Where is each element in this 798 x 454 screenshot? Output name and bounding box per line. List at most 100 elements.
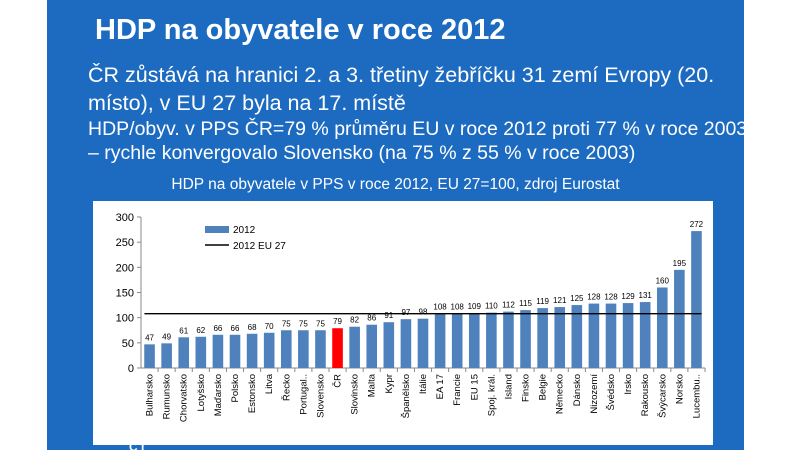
data-label: 131 (639, 291, 653, 300)
bar (349, 326, 360, 368)
data-label: 75 (282, 319, 291, 328)
data-label: 109 (468, 302, 482, 311)
bar (263, 332, 275, 368)
legend-swatch-2012 (205, 226, 229, 233)
slide-title: HDP na obyvatele v roce 2012 (95, 14, 506, 46)
bar (229, 334, 241, 368)
bar (178, 337, 190, 368)
x-tick-label: Rumunsko (162, 374, 173, 419)
x-tick-label: Rakousko (640, 374, 651, 416)
bar (332, 328, 343, 368)
x-tick-label: Chorvatsko (179, 374, 190, 422)
x-tick-label: EA 17 (435, 374, 446, 399)
bar (622, 303, 634, 368)
bar (588, 303, 600, 368)
x-tick-label: Švédsko (606, 374, 617, 410)
data-label: 70 (265, 322, 274, 331)
x-tick-label: Lotyšsko (196, 374, 207, 412)
x-tick-label: Portugal.. (298, 374, 309, 415)
bar (434, 313, 446, 368)
y-tick-label: 0 (128, 363, 134, 375)
x-tick-label: Maďarsko (213, 374, 224, 416)
bar (605, 303, 617, 368)
data-label: 62 (196, 326, 205, 335)
x-tick-label: Německo (555, 374, 566, 414)
bar (486, 312, 497, 368)
bar (400, 319, 412, 368)
bar (537, 308, 548, 368)
bar (212, 334, 224, 368)
body-line-ranking: ČR zůstává na hranici 2. a 3. třetiny že… (88, 63, 715, 115)
x-tick-label: ČR (333, 374, 344, 388)
chart-title: HDP na obyvatele v PPS v roce 2012, EU 2… (171, 176, 620, 193)
bar (451, 313, 463, 368)
bar (144, 344, 155, 368)
slide-background: HDP na obyvatele v roce 2012 ČR zůstává … (47, 0, 747, 454)
x-tick-label: Norsko (674, 374, 685, 404)
data-label: 128 (604, 293, 618, 302)
y-tick-label: 100 (116, 313, 134, 325)
data-label: 97 (401, 308, 410, 317)
bar (571, 305, 583, 368)
data-label: 115 (519, 299, 532, 308)
bar (366, 324, 378, 368)
data-label: 91 (384, 311, 393, 320)
x-tick-label: Spoj. král. (486, 374, 497, 416)
bar (246, 333, 258, 368)
x-tick-label: Bulharsko (145, 374, 156, 416)
x-tick-label: Irsko (623, 374, 634, 395)
x-tick-label: Lucembu.. (691, 374, 702, 418)
chart-area: 0 50 100 150 200 250 300 47 Bulharsko 49 Rumunsko 6… (93, 201, 713, 445)
data-label: 98 (419, 308, 428, 317)
bar (656, 287, 668, 368)
data-label: 128 (587, 293, 601, 302)
x-tick-label: Itálie (418, 374, 429, 394)
y-tick-label: 50 (122, 338, 134, 350)
data-label: 47 (145, 333, 154, 342)
body-line-pps: HDP/obyv. v PPS ČR=79 % průměru EU v roc… (88, 118, 748, 164)
x-tick-label: Nizozemí (589, 374, 600, 414)
data-label: 75 (299, 319, 308, 328)
bar (674, 269, 685, 368)
data-label: 49 (162, 332, 171, 341)
bar (315, 330, 326, 368)
data-label: 160 (656, 276, 670, 285)
x-tick-label: EU 15 (469, 374, 480, 400)
x-tick-label: Island (503, 374, 514, 399)
y-tick-label: 300 (116, 212, 134, 224)
bar (520, 310, 531, 368)
data-label: 61 (179, 326, 188, 335)
data-label: 272 (690, 220, 704, 229)
slide-body: ČR zůstává na hranici 2. a 3. třetiny že… (88, 61, 748, 165)
x-tick-label: Slovensko (315, 374, 326, 418)
x-tick-label: Řecko (281, 374, 292, 401)
bar (639, 302, 651, 368)
data-label: 108 (451, 303, 465, 312)
x-tick-label: Slovinsko (350, 374, 361, 415)
y-tick-label: 150 (116, 288, 134, 300)
x-tick-label: Kypr (384, 374, 395, 394)
x-tick-label: Belgie (538, 374, 549, 400)
x-tick-label: Estonsko (247, 374, 258, 413)
y-tick-label: 250 (116, 237, 134, 249)
x-tick-label: Dánsko (572, 374, 583, 406)
data-label: 119 (536, 297, 549, 306)
data-label: 125 (570, 294, 584, 303)
x-tick-label: Polsko (230, 374, 241, 403)
x-tick-label: Litva (264, 373, 275, 394)
bar (280, 330, 292, 368)
x-tick-label: Finsko (521, 374, 532, 402)
data-label: 66 (213, 324, 222, 333)
x-tick-label: Francie (452, 374, 463, 406)
data-label: 82 (350, 316, 359, 325)
data-label: 195 (673, 259, 687, 268)
data-label: 112 (502, 301, 515, 310)
data-label: 75 (316, 319, 325, 328)
data-label: 79 (333, 317, 342, 326)
bar (554, 307, 566, 368)
bar (383, 322, 395, 368)
bar-chart: 0 50 100 150 200 250 300 47 Bulharsko 49 Rumunsko 6… (116, 212, 706, 422)
bar (503, 311, 514, 368)
footer-fragment: Č Í (129, 440, 145, 454)
x-tick-label: Švýcarsko (657, 374, 668, 418)
